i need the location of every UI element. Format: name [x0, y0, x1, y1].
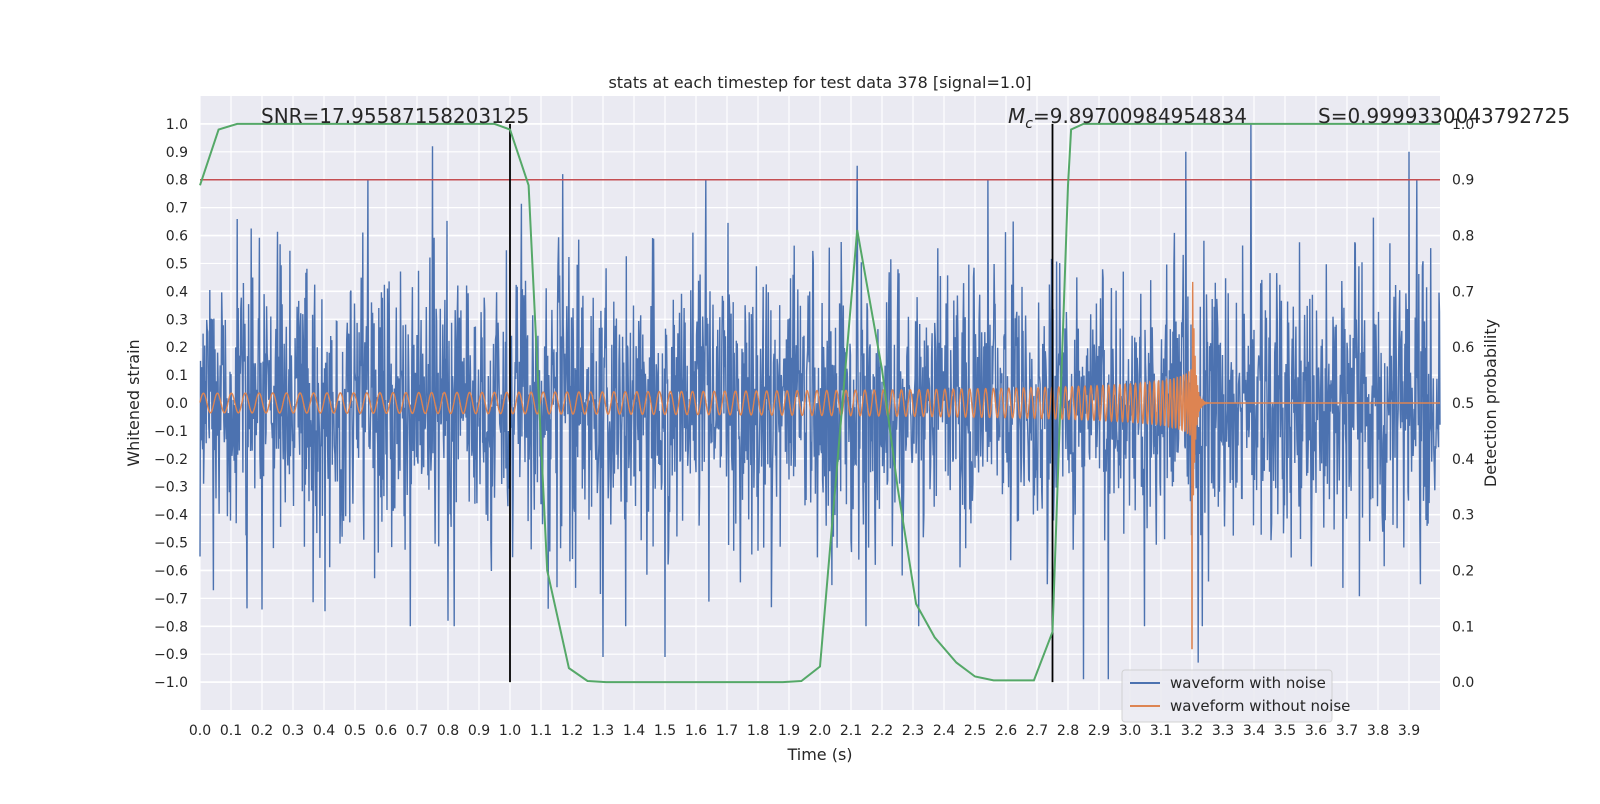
x-tick-label: 1.0 — [499, 723, 521, 739]
y-tick-label: 0.0 — [166, 396, 188, 412]
x-tick-label: 1.3 — [592, 723, 614, 739]
y-tick-label: −0.9 — [154, 647, 188, 663]
x-tick-label: 1.8 — [747, 723, 769, 739]
x-tick-label: 0.6 — [375, 723, 397, 739]
x-tick-label: 0.0 — [189, 723, 211, 739]
x-axis-label: Time (s) — [786, 745, 852, 764]
y-tick-label: 0.7 — [166, 201, 188, 217]
x-tick-label: 2.9 — [1088, 723, 1110, 739]
x-tick-label: 3.8 — [1367, 723, 1389, 739]
y-tick-label: −0.4 — [154, 508, 188, 524]
y-tick-label: −0.2 — [154, 452, 188, 468]
legend-label-noise: waveform with noise — [1170, 674, 1326, 692]
right-y-tick-label: 0.6 — [1452, 340, 1474, 356]
x-tick-label: 0.8 — [437, 723, 459, 739]
x-tick-label: 3.1 — [1150, 723, 1172, 739]
right-y-tick-labels: 1.0 0.9 0.8 0.7 0.6 0.5 0.4 0.3 0.2 0.1 0.0 — [1452, 117, 1474, 691]
right-y-axis-label: Detection probability — [1481, 319, 1500, 487]
x-tick-label: 0.2 — [251, 723, 273, 739]
chirp-mass-subscript: c — [1025, 116, 1033, 132]
s-annotation: S=0.9999330043792725 — [1318, 104, 1570, 128]
chart-title: stats at each timestep for test data 378… — [608, 73, 1031, 92]
x-tick-label: 1.1 — [530, 723, 552, 739]
snr-annotation: SNR=17.95587158203125 — [261, 104, 529, 128]
series-clean-waveform — [199, 281, 1440, 650]
right-y-tick-label: 0.9 — [1452, 173, 1474, 189]
right-y-tick-label: 0.7 — [1452, 284, 1474, 300]
y-tick-label: 0.9 — [166, 145, 188, 161]
x-tick-label: 2.8 — [1057, 723, 1079, 739]
legend-box — [1121, 669, 1333, 723]
y-tick-label: −0.3 — [154, 480, 188, 496]
chirp-mass-annotation: Mc=9.89700984954834 — [1008, 104, 1247, 132]
x-tick-label: 0.7 — [406, 723, 428, 739]
x-tick-label: 1.4 — [623, 723, 645, 739]
x-tick-label: 3.5 — [1274, 723, 1296, 739]
x-tick-label: 3.6 — [1305, 723, 1327, 739]
y-tick-labels: 1.0 0.9 0.8 0.7 0.6 0.5 0.4 0.3 0.2 0.1 0.0 −0.1 −0.… — [154, 117, 188, 691]
y-tick-label: 0.5 — [166, 256, 188, 272]
x-tick-label: 1.5 — [654, 723, 676, 739]
x-tick-label: 3.9 — [1398, 723, 1420, 739]
x-tick-label: 2.3 — [902, 723, 924, 739]
x-tick-label: 3.0 — [1119, 723, 1141, 739]
series-detection-probability — [199, 122, 1440, 684]
right-y-tick-label: 0.2 — [1452, 563, 1474, 579]
right-y-tick-label: 0.5 — [1452, 396, 1474, 412]
right-y-tick-label: 1.0 — [1452, 117, 1474, 133]
chirp-mass-symbol: M — [1008, 104, 1025, 128]
x-tick-label: 3.4 — [1243, 723, 1265, 739]
x-tick-label: 1.7 — [716, 723, 738, 739]
x-tick-label: 1.2 — [561, 723, 583, 739]
chirp-mass-value: =9.89700984954834 — [1033, 104, 1247, 128]
y-tick-label: 0.3 — [166, 312, 188, 328]
right-y-tick-label: 0.3 — [1452, 508, 1474, 524]
x-tick-label: 2.4 — [933, 723, 955, 739]
y-tick-label: −0.5 — [154, 536, 188, 552]
y-axis-label: Whitened strain — [124, 339, 143, 466]
x-tick-label: 0.4 — [313, 723, 335, 739]
x-tick-label: 2.6 — [995, 723, 1017, 739]
x-tick-label: 2.7 — [1026, 723, 1048, 739]
x-tick-labels: 0.0 0.1 0.2 0.3 0.4 0.5 0.6 0.7 0.8 0.9 1.0 1.1 1.2 1… — [189, 723, 1420, 739]
x-tick-label: 2.0 — [809, 723, 831, 739]
x-tick-label: 3.3 — [1212, 723, 1234, 739]
y-tick-label: 0.2 — [166, 340, 188, 356]
series-layer — [199, 122, 1441, 684]
x-tick-label: 3.2 — [1181, 723, 1203, 739]
y-tick-label: −0.6 — [154, 563, 188, 579]
legend-label-clean: waveform without noise — [1170, 697, 1350, 715]
x-tick-label: 0.3 — [282, 723, 304, 739]
y-tick-label: −0.1 — [154, 424, 188, 440]
x-tick-label: 3.7 — [1336, 723, 1358, 739]
x-tick-label: 2.2 — [871, 723, 893, 739]
right-y-tick-label: 0.8 — [1452, 229, 1474, 245]
y-tick-label: −0.7 — [154, 591, 188, 607]
x-tick-label: 1.6 — [685, 723, 707, 739]
x-tick-label: 1.9 — [778, 723, 800, 739]
y-tick-label: 0.6 — [166, 229, 188, 245]
series-noisy-waveform — [199, 123, 1441, 680]
y-tick-label: 1.0 — [166, 117, 188, 133]
right-y-tick-label: 0.0 — [1452, 675, 1474, 691]
x-tick-label: 0.5 — [344, 723, 366, 739]
x-tick-label: 0.9 — [468, 723, 490, 739]
legend: waveform with noise waveform without noi… — [1121, 669, 1350, 723]
x-tick-label: 2.1 — [840, 723, 862, 739]
right-y-tick-label: 0.1 — [1452, 619, 1474, 635]
y-tick-label: 0.8 — [166, 173, 188, 189]
y-tick-label: 0.1 — [166, 368, 188, 384]
x-tick-label: 0.1 — [220, 723, 242, 739]
x-tick-label: 2.5 — [964, 723, 986, 739]
y-tick-label: −1.0 — [154, 675, 188, 691]
y-tick-label: 0.4 — [166, 284, 188, 300]
y-tick-label: −0.8 — [154, 619, 188, 635]
right-y-tick-label: 0.4 — [1452, 452, 1474, 468]
